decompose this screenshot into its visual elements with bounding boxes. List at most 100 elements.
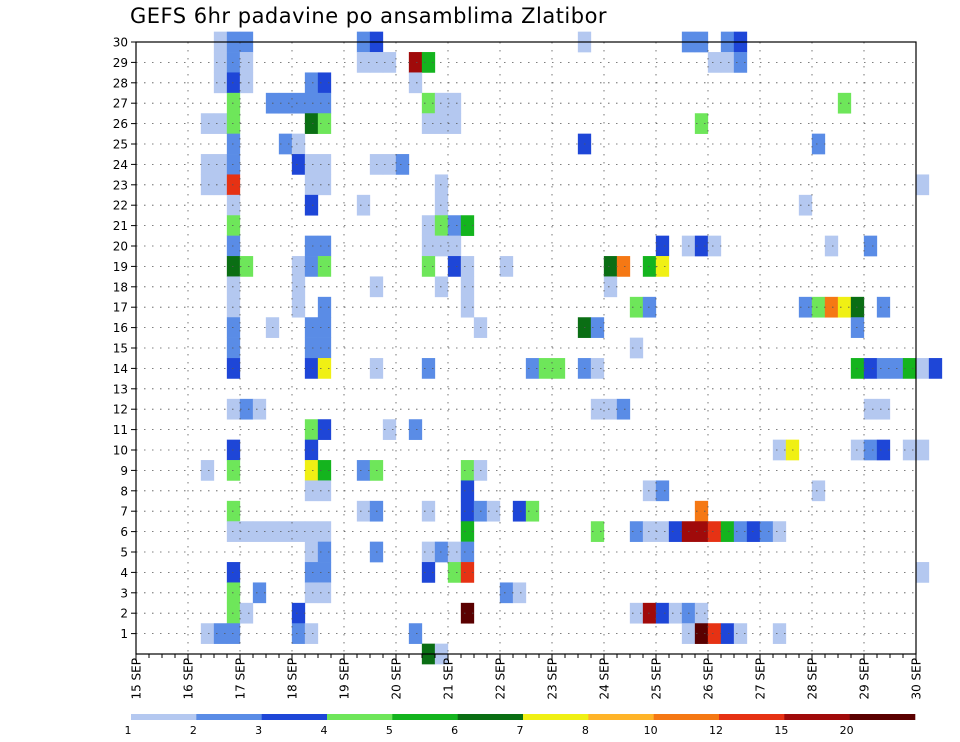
heatmap-cell xyxy=(447,215,462,236)
heatmap-cell xyxy=(798,194,813,216)
heatmap-cell xyxy=(291,623,306,644)
colorbar-segment xyxy=(457,714,524,720)
heatmap-cell xyxy=(694,521,709,542)
colorbar-segment xyxy=(261,714,328,720)
axis-layer: 1234567891011121314151617181920212223242… xyxy=(113,36,924,700)
heatmap-cell xyxy=(447,562,462,583)
y-tick-label: 24 xyxy=(113,158,128,172)
heatmap-cell xyxy=(213,113,228,134)
heatmap-cell xyxy=(629,602,644,624)
x-tick-label: 18 SEP xyxy=(286,658,300,700)
heatmap-cell xyxy=(460,256,475,277)
x-tick-label: 21 SEP xyxy=(442,658,456,700)
heatmap-cell xyxy=(447,113,462,134)
heatmap-cell xyxy=(512,500,527,522)
heatmap-cell xyxy=(278,133,293,155)
heatmap-cell xyxy=(525,500,540,522)
y-tick-label: 5 xyxy=(120,546,128,560)
heatmap-cell xyxy=(239,398,254,420)
heatmap-cell xyxy=(291,276,306,298)
x-tick-label: 30 SEP xyxy=(910,658,924,700)
heatmap-cell xyxy=(317,317,332,338)
y-tick-label: 19 xyxy=(113,260,128,274)
y-tick-label: 16 xyxy=(113,321,128,335)
y-tick-label: 3 xyxy=(120,586,128,600)
heatmap-cell xyxy=(304,92,319,114)
heatmap-cell xyxy=(421,113,436,134)
grid-layer xyxy=(136,41,916,654)
y-tick-label: 12 xyxy=(113,403,128,417)
heatmap-cell xyxy=(863,358,878,379)
colorbar-label: 2 xyxy=(190,724,197,737)
y-tick-label: 9 xyxy=(120,464,128,478)
y-tick-label: 25 xyxy=(113,138,128,152)
y-tick-label: 26 xyxy=(113,117,128,131)
colorbar-segment xyxy=(653,714,720,720)
heatmap-cell xyxy=(252,521,267,542)
y-tick-label: 20 xyxy=(113,240,128,254)
heatmap-cell xyxy=(317,235,332,257)
heatmap-cell xyxy=(811,133,826,155)
heatmap-cell xyxy=(408,52,423,73)
y-tick-label: 15 xyxy=(113,342,128,356)
heatmap-cell xyxy=(291,133,306,155)
colorbar-segment xyxy=(327,714,393,720)
heatmap-cell xyxy=(317,358,332,379)
heatmap-cell xyxy=(486,500,501,522)
heatmap-cell xyxy=(304,460,319,481)
heatmap-cell xyxy=(317,541,332,563)
heatmap-cell xyxy=(317,419,332,440)
heatmap-cell xyxy=(460,602,475,624)
heatmap-cell xyxy=(304,541,319,563)
heatmap-cell xyxy=(720,623,735,644)
heatmap-cell xyxy=(928,358,943,379)
heatmap-cell xyxy=(200,154,215,175)
heatmap-cell xyxy=(720,521,735,542)
heatmap-cell xyxy=(213,72,228,94)
heatmap-cell xyxy=(616,256,631,277)
y-tick-label: 17 xyxy=(113,301,128,315)
heatmap-cell xyxy=(239,52,254,73)
heatmap-cell xyxy=(317,582,332,604)
y-tick-label: 18 xyxy=(113,280,128,294)
colorbar-segment xyxy=(131,714,197,720)
heatmap-cell xyxy=(915,562,930,583)
heatmap-cell xyxy=(915,439,930,461)
x-tick-label: 17 SEP xyxy=(234,658,248,700)
y-tick-label: 1 xyxy=(120,627,128,641)
heatmap-cell xyxy=(590,358,605,379)
y-tick-label: 4 xyxy=(120,566,128,580)
heatmap-cell xyxy=(707,52,722,73)
heatmap-cell xyxy=(655,521,670,542)
heatmap-cell xyxy=(213,174,228,196)
heatmap-cell xyxy=(421,541,436,563)
heatmap-cell xyxy=(902,439,917,461)
heatmap-cell xyxy=(460,276,475,298)
y-tick-label: 28 xyxy=(113,76,128,90)
heatmap-cell xyxy=(291,92,306,114)
heatmap-cell xyxy=(759,521,774,542)
heatmap-cell xyxy=(304,72,319,94)
y-tick-label: 8 xyxy=(120,484,128,498)
heatmap-cell xyxy=(317,480,332,502)
colorbar-segment xyxy=(588,714,654,720)
heatmap-cell xyxy=(252,582,267,604)
y-tick-label: 27 xyxy=(113,97,128,111)
colorbar-segment xyxy=(392,714,458,720)
heatmap-cell xyxy=(291,602,306,624)
heatmap-cell xyxy=(707,235,722,257)
heatmap-cell xyxy=(590,317,605,338)
heatmap-cell xyxy=(876,398,891,420)
heatmap-cell xyxy=(317,72,332,94)
heatmap-cell xyxy=(317,460,332,481)
heatmap-cell xyxy=(590,398,605,420)
y-tick-label: 22 xyxy=(113,199,128,213)
heatmap-cell xyxy=(915,358,930,379)
heatmap-cell xyxy=(460,500,475,522)
heatmap-cell xyxy=(239,521,254,542)
x-tick-label: 19 SEP xyxy=(338,658,352,700)
heatmap-cell xyxy=(304,582,319,604)
colorbar-label: 7 xyxy=(517,724,524,737)
heatmap-cell xyxy=(291,521,306,542)
heatmap-cell xyxy=(421,215,436,236)
